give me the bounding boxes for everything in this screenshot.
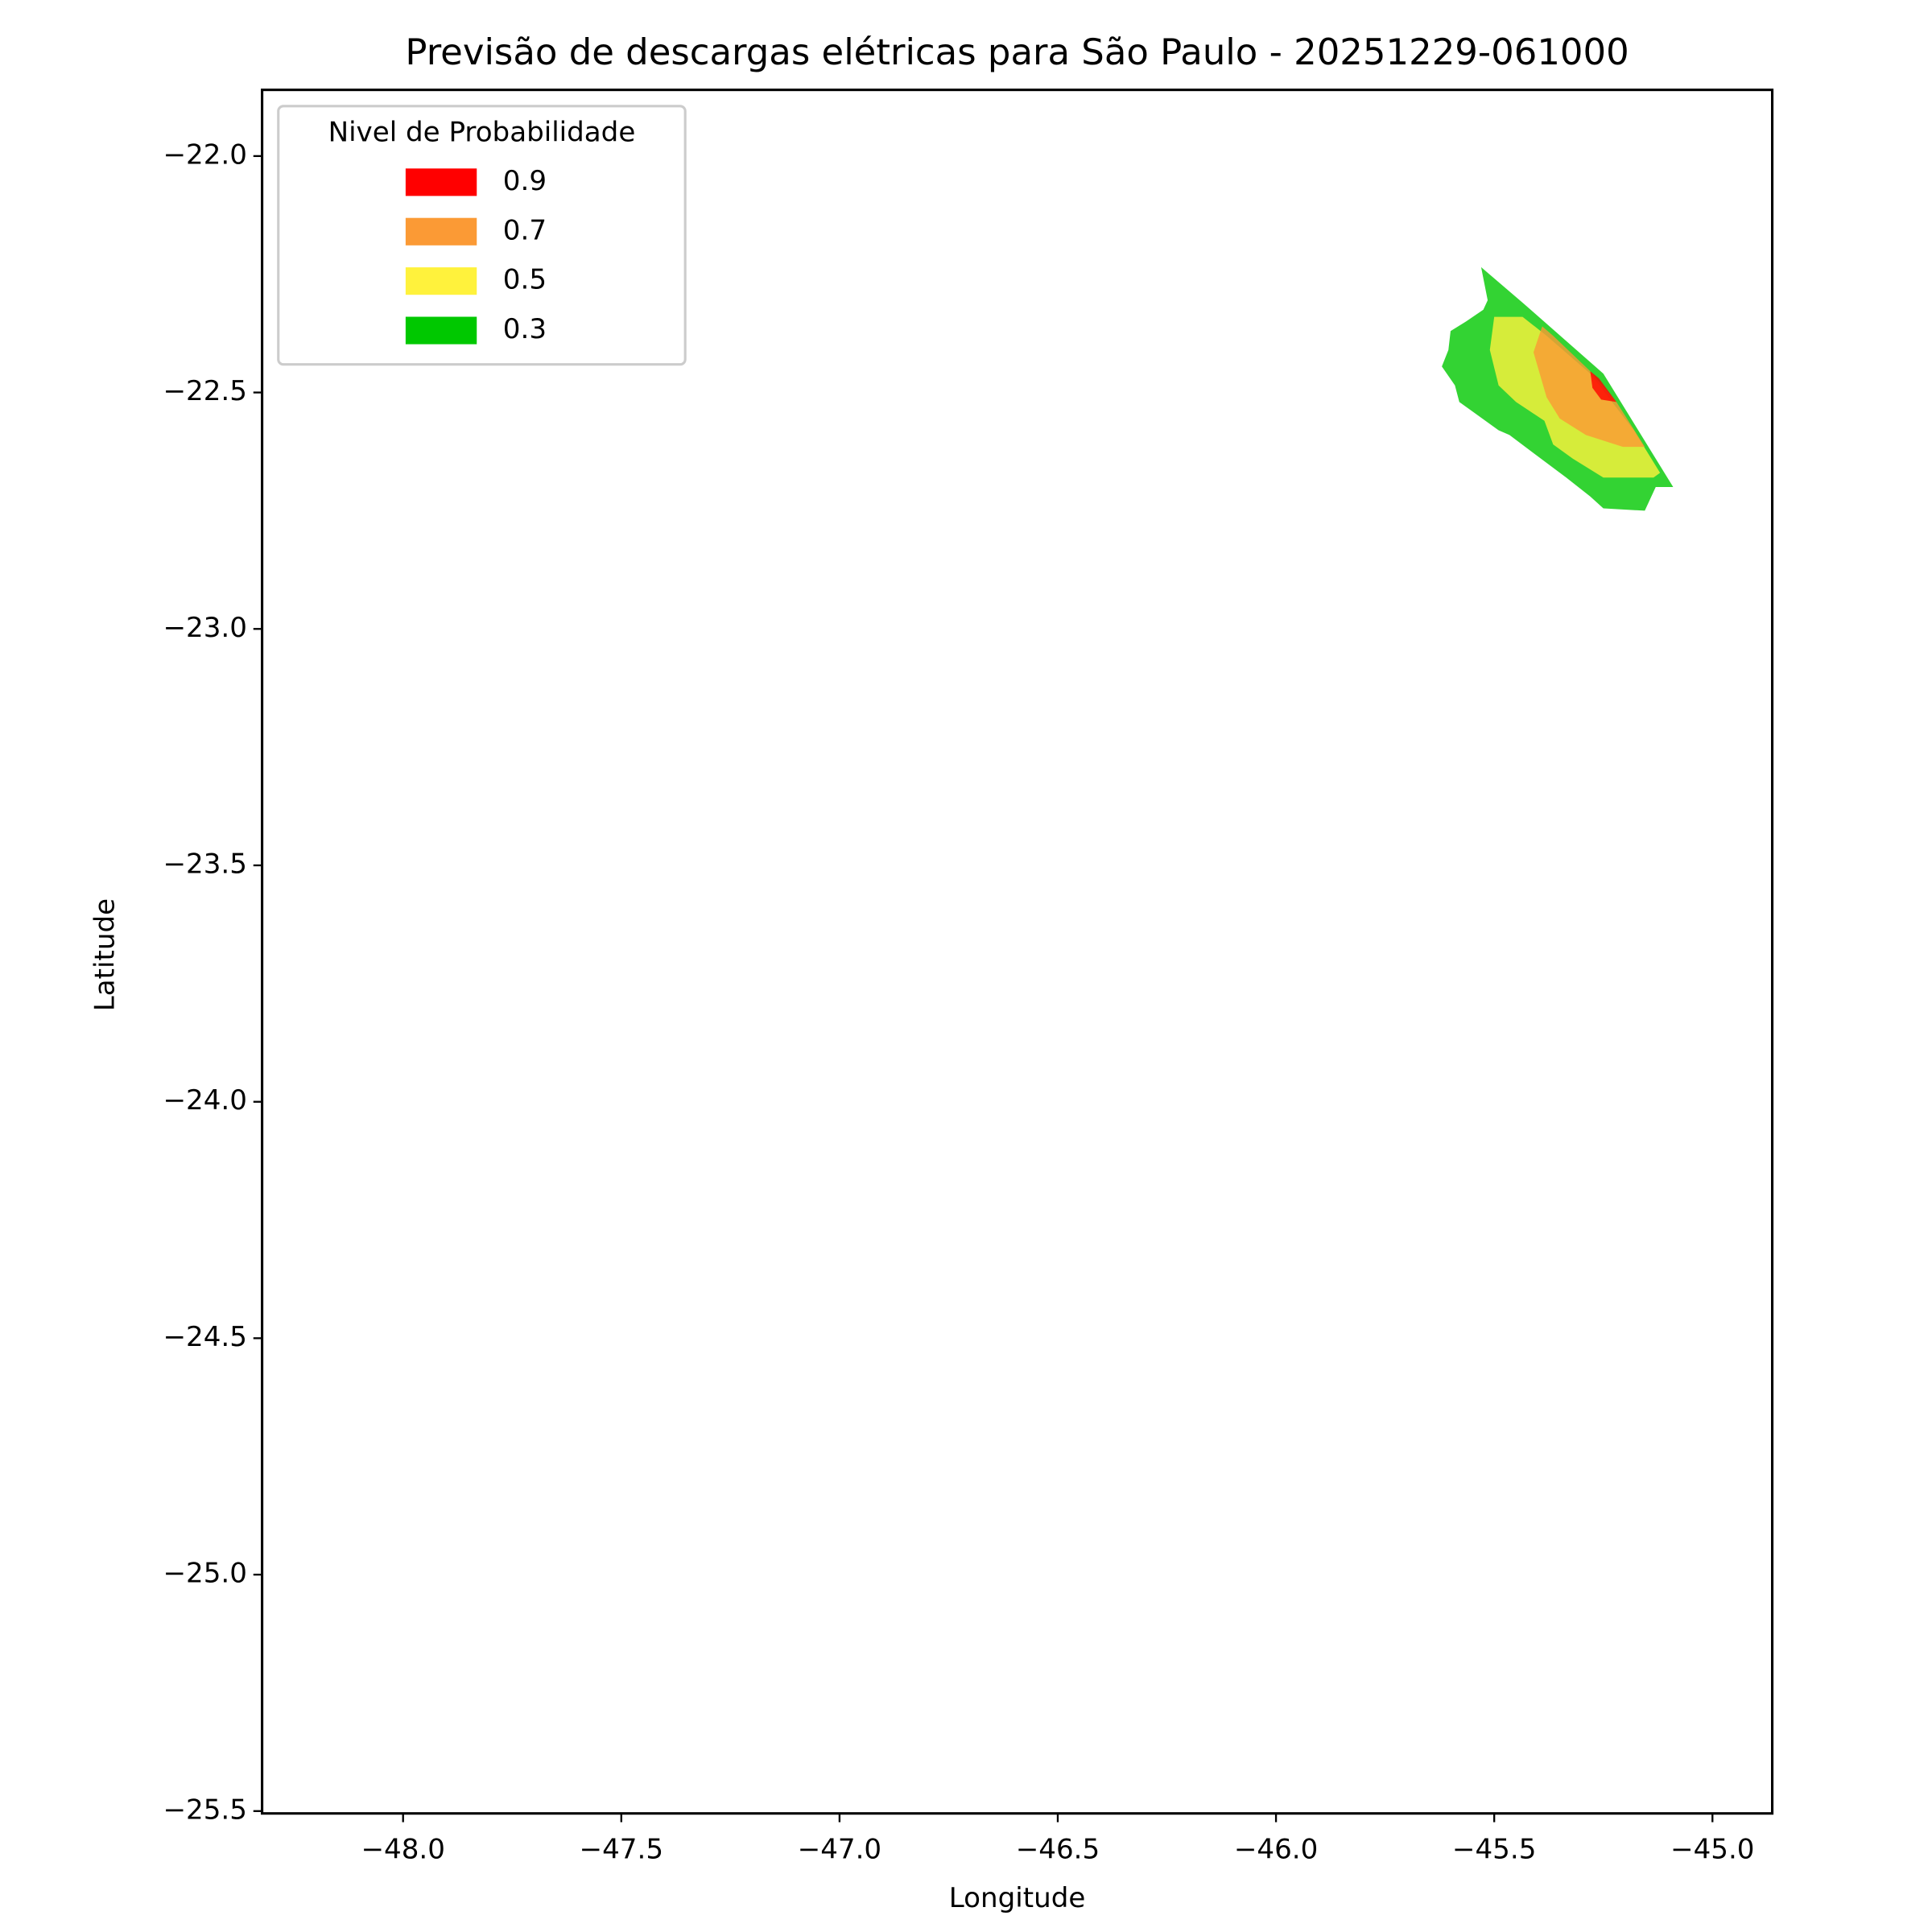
y-tick-label: −24.0 [163, 1084, 246, 1117]
x-tick-label: −45.5 [1452, 1834, 1536, 1866]
x-tick-label: −46.0 [1234, 1834, 1318, 1866]
x-tick-label: −47.5 [580, 1834, 663, 1866]
legend-label: 0.7 [503, 214, 547, 246]
y-tick-label: −23.0 [163, 612, 246, 644]
y-tick-label: −22.5 [163, 375, 246, 407]
y-tick-label: −22.0 [163, 138, 246, 171]
x-tick-label: −46.5 [1016, 1834, 1100, 1866]
plot-frame [261, 89, 1774, 1815]
legend-swatch [405, 168, 477, 196]
y-tick-label: −25.0 [163, 1558, 246, 1590]
x-tick-label: −47.0 [798, 1834, 881, 1866]
legend-box [277, 105, 687, 366]
contour-region [1590, 371, 1616, 402]
y-axis-label: Latitude [89, 898, 121, 1011]
x-axis-label: Longitude [949, 1882, 1086, 1914]
legend-swatch [405, 316, 477, 345]
legend-swatch [405, 267, 477, 295]
legend-swatch [405, 217, 477, 246]
legend-label: 0.5 [503, 264, 547, 296]
chart-title: Previsão de descargas elétricas para São… [405, 31, 1629, 73]
y-tick-label: −25.5 [163, 1794, 246, 1826]
contour-region [1533, 326, 1645, 448]
y-tick-label: −23.5 [163, 848, 246, 880]
legend-label: 0.9 [503, 165, 547, 197]
legend: Nivel de Probabilidade 0.9 0.7 0.5 0.3 [277, 105, 687, 366]
x-tick-label: −48.0 [361, 1834, 444, 1866]
x-tick-label: −45.0 [1670, 1834, 1754, 1866]
legend-label: 0.3 [503, 313, 547, 345]
legend-title: Nivel de Probabilidade [328, 116, 636, 148]
plot-area [1442, 266, 1674, 511]
y-tick-label: −24.5 [163, 1321, 246, 1353]
